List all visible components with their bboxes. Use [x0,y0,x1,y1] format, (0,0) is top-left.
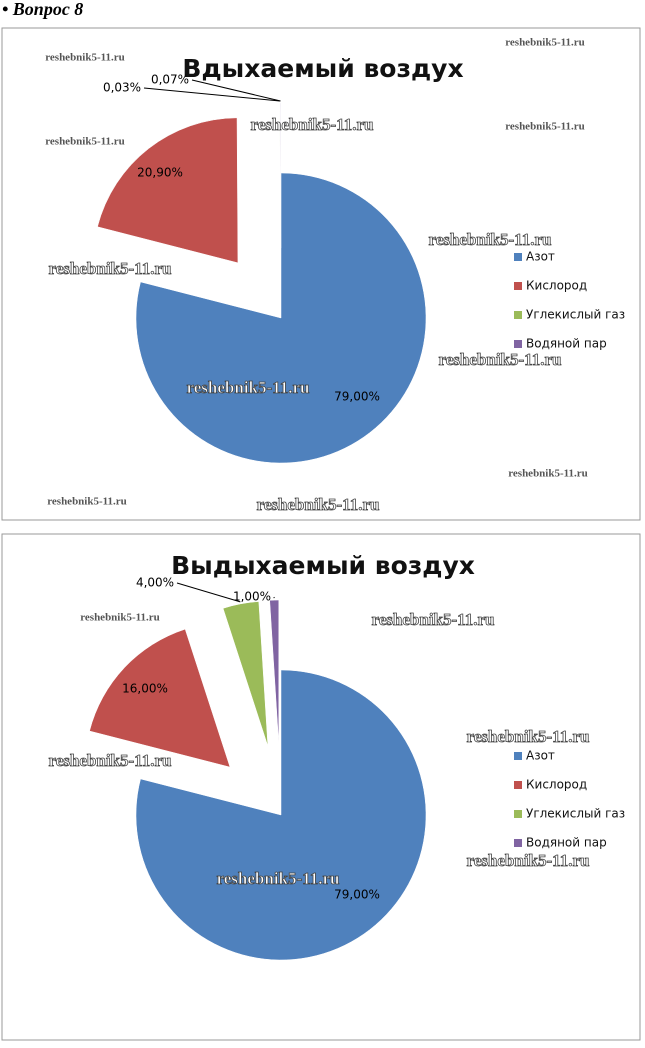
watermark: reshebnik5-11.ru [45,52,125,64]
pie-slice [279,102,282,249]
legend-label: Кислород [526,279,587,293]
data-label: 0,03% [103,81,141,95]
data-label: 20,90% [137,166,183,180]
watermark: reshebnik5-11.ru [80,612,160,624]
heading: • Вопрос 8 [2,0,83,19]
watermark: reshebnik5-11.ru [49,259,172,278]
watermark: reshebnik5-11.ru [47,496,127,508]
legend-label: Кислород [526,778,587,792]
watermark: reshebnik5-11.ru [187,378,310,397]
data-label: 79,00% [334,390,380,404]
data-label: 4,00% [136,576,174,590]
pie-slice [97,117,239,264]
pie-slice [135,669,427,961]
chart-title: Вдыхаемый воздух [182,54,463,83]
legend-swatch [514,781,522,789]
legend-swatch [514,311,522,319]
legend-label: Азот [526,250,555,264]
data-label: 79,00% [334,888,380,902]
watermark: reshebnik5-11.ru [45,136,125,148]
legend-swatch [514,810,522,818]
legend-label: Углекислый газ [526,807,625,821]
watermark: reshebnik5-11.ru [49,751,172,770]
pie-slice [222,601,269,747]
legend-label: Водяной пар [526,337,607,351]
chart-frame [1,533,641,1041]
chart-frame [1,27,641,521]
pie-slice [269,599,280,746]
leader-line [176,582,241,603]
legend-label: Углекислый газ [526,308,625,322]
watermark: reshebnik5-11.ru [505,121,585,133]
pie-slice [89,628,231,768]
legend-swatch [514,253,522,261]
legend-swatch [514,752,522,760]
data-label: 16,00% [122,682,168,696]
data-label: 0,07% [151,73,189,87]
watermark: reshebnik5-11.ru [257,495,380,514]
watermark: reshebnik5-11.ru [251,115,374,134]
legend-label: Азот [526,749,555,763]
watermark: reshebnik5-11.ru [505,37,585,49]
legend-swatch [514,839,522,847]
watermark: reshebnik5-11.ru [508,468,588,480]
legend-swatch [514,340,522,348]
pie-slice [135,172,427,464]
data-label: 1,00% [233,590,271,604]
watermark: reshebnik5-11.ru [429,230,552,249]
watermark: reshebnik5-11.ru [217,869,340,888]
watermark: reshebnik5-11.ru [439,350,562,369]
leader-line [191,79,281,102]
legend-swatch [514,282,522,290]
leader-line [143,87,280,102]
watermark: reshebnik5-11.ru [372,610,495,629]
legend-label: Водяной пар [526,836,607,850]
watermark: reshebnik5-11.ru [467,727,590,746]
chart-title: Выдыхаемый воздух [171,551,475,580]
watermark: reshebnik5-11.ru [467,851,590,870]
